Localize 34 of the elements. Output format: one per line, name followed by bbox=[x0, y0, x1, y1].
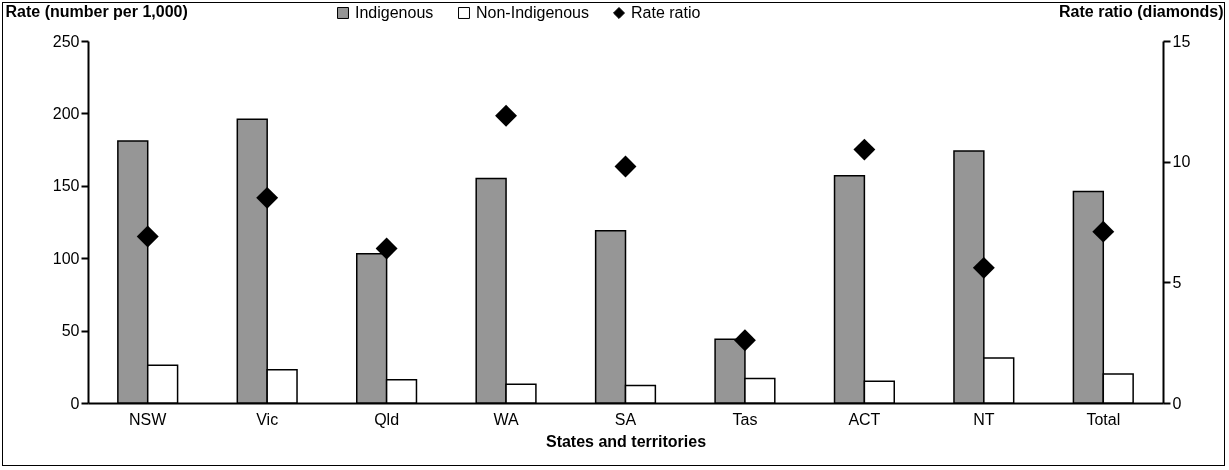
x-tick-label: ACT bbox=[848, 410, 881, 428]
y2-tick-label: 5 bbox=[1172, 273, 1182, 291]
x-axis-title: States and territories bbox=[545, 432, 707, 450]
point bbox=[375, 237, 398, 260]
point bbox=[136, 225, 159, 248]
point bbox=[256, 186, 279, 209]
y-axis-title: Rate (number per 1,000) bbox=[5, 2, 188, 20]
y2-tick-label: 10 bbox=[1172, 153, 1191, 171]
point bbox=[853, 138, 876, 161]
x-tick-label: SA bbox=[614, 410, 637, 428]
x-tick-label: NSW bbox=[129, 410, 168, 428]
point bbox=[1092, 220, 1115, 243]
y-tick-label: 200 bbox=[52, 104, 80, 122]
x-tick-label: WA bbox=[493, 410, 519, 428]
point bbox=[614, 155, 637, 178]
y2-tick-label: 15 bbox=[1172, 32, 1191, 50]
y-tick-label: 150 bbox=[52, 177, 80, 195]
x-tick-label: Tas bbox=[732, 410, 758, 428]
legend-label: Indigenous bbox=[355, 4, 434, 21]
point bbox=[733, 329, 756, 352]
point bbox=[972, 256, 995, 279]
x-tick-label: Total bbox=[1086, 410, 1121, 428]
x-tick-label: NT bbox=[973, 410, 995, 428]
x-tick-label: Qld bbox=[374, 410, 400, 428]
y2-tick-label: 0 bbox=[1172, 394, 1182, 412]
y2-axis-title: Rate ratio (diamonds) bbox=[1059, 2, 1224, 20]
x-tick-label: Vic bbox=[256, 410, 279, 428]
legend-label: Rate ratio bbox=[631, 4, 701, 21]
y-tick-label: 50 bbox=[61, 322, 80, 340]
point bbox=[495, 104, 518, 127]
y-tick-label: 0 bbox=[70, 394, 80, 412]
y-tick-label: 100 bbox=[52, 249, 80, 267]
y-tick-label: 250 bbox=[52, 32, 80, 50]
legend-label: Non-Indigenous bbox=[476, 4, 589, 21]
